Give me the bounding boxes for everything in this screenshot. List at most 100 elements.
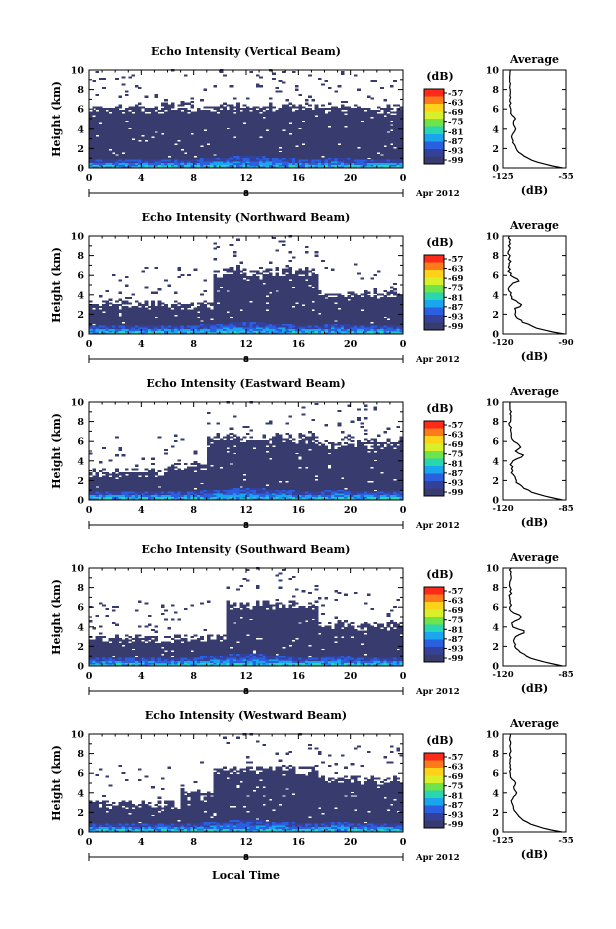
heatmap-cell: [223, 125, 227, 128]
heatmap-cell: [255, 164, 260, 167]
profile-line: [508, 69, 563, 169]
heatmap-cell: [170, 143, 175, 146]
heatmap-cell: [232, 118, 237, 121]
heatmap-cell: [128, 159, 132, 162]
heatmap-cell: [118, 116, 123, 119]
heatmap-cell: [98, 152, 103, 155]
heatmap-cell: [147, 122, 152, 125]
heatmap-cell: [193, 129, 198, 132]
heatmap-cell: [196, 160, 201, 164]
heatmap-cell: [160, 148, 165, 151]
heatmap-cell: [278, 153, 283, 157]
heatmap-cell: [124, 296, 129, 300]
heatmap-cell: [154, 155, 159, 158]
heatmap-cell: [272, 153, 276, 157]
heatmap-cell: [232, 134, 237, 137]
date-label: Apr 2012: [415, 189, 460, 199]
heatmap-cell: [134, 104, 139, 107]
heatmap-cell: [170, 166, 175, 169]
heatmap-cell: [268, 157, 273, 160]
heatmap-cell: [111, 162, 116, 165]
heatmap-cell: [187, 309, 191, 312]
heatmap-cell: [242, 111, 247, 114]
heatmap-cell: [131, 153, 136, 157]
heatmap-cell: [151, 146, 155, 149]
heatmap-cell: [193, 132, 198, 135]
heatmap-cell: [151, 300, 155, 303]
heatmap-cell: [216, 146, 221, 149]
heatmap-cell: [242, 166, 247, 169]
heatmap-cell: [144, 109, 149, 112]
heatmap-cell: [262, 122, 267, 125]
heatmap-cell: [252, 164, 257, 167]
heatmap-cell: [115, 157, 119, 160]
heatmap-cell: [190, 155, 195, 158]
heatmap-cell: [170, 129, 175, 132]
heatmap-cell: [196, 139, 201, 142]
profile-title: Average: [509, 53, 559, 66]
heatmap-cell: [138, 127, 142, 130]
heatmap-cell: [259, 116, 263, 119]
heatmap-cell: [92, 139, 96, 142]
heatmap-cell: [187, 122, 191, 125]
heatmap-cell: [380, 113, 384, 116]
heatmap-cell: [134, 305, 139, 308]
heatmap-cell: [275, 122, 280, 125]
heatmap-cell: [180, 138, 185, 141]
heatmap-cell: [141, 148, 145, 151]
heatmap-cell: [246, 113, 250, 116]
heatmap-cell: [223, 139, 227, 142]
heatmap-cell: [226, 116, 231, 119]
heatmap-cell: [128, 125, 132, 128]
heatmap-cell: [196, 136, 201, 139]
heatmap-cell: [170, 153, 175, 157]
heatmap-cell: [124, 113, 129, 116]
heatmap-cell: [105, 153, 110, 157]
heatmap-cell: [131, 134, 136, 137]
heatmap-cell: [216, 132, 221, 135]
heatmap-cell: [389, 115, 394, 118]
heatmap-cell: [170, 106, 175, 109]
heatmap-cell: [216, 113, 221, 116]
heatmap-cell: [213, 136, 217, 139]
heatmap-cell: [144, 130, 149, 134]
heatmap-cell: [89, 153, 93, 157]
heatmap-cell: [167, 113, 172, 116]
heatmap-cell: [170, 120, 175, 123]
heatmap-cell: [252, 146, 257, 149]
heatmap-cell: [154, 305, 159, 308]
heatmap-cell: [239, 129, 244, 132]
heatmap-cell: [223, 127, 227, 130]
heatmap-cell: [255, 160, 260, 164]
heatmap-cell: [278, 116, 283, 119]
heatmap-cell: [340, 100, 345, 104]
heatmap-cell: [268, 146, 273, 149]
heatmap-cell: [265, 113, 270, 116]
heatmap-cell: [226, 164, 231, 167]
heatmap-cell: [190, 153, 195, 157]
heatmap-cell: [196, 318, 201, 321]
heatmap-cell: [154, 120, 159, 123]
heatmap-cell: [174, 109, 178, 112]
heatmap-cell: [105, 127, 110, 130]
heatmap-cell: [216, 291, 221, 294]
heatmap-cell: [89, 120, 93, 123]
heatmap-cell: [108, 152, 113, 155]
heatmap-cell: [124, 118, 129, 121]
heatmap-cell: [301, 122, 306, 125]
heatmap-cell: [268, 111, 273, 114]
heatmap-cell: [95, 127, 100, 130]
heatmap-cell: [291, 111, 296, 114]
heatmap-cell: [118, 109, 123, 112]
heatmap-cell: [272, 130, 276, 134]
heatmap-cell: [138, 143, 142, 146]
heatmap-cell: [226, 109, 231, 112]
heatmap-cell: [239, 155, 244, 158]
heatmap-cell: [262, 152, 267, 155]
heatmap-cell: [210, 148, 214, 151]
heatmap-cell: [239, 261, 244, 264]
heatmap-cell: [118, 143, 123, 146]
heatmap-cell: [147, 159, 152, 162]
heatmap-cell: [118, 309, 123, 312]
heatmap-cell: [92, 164, 96, 167]
